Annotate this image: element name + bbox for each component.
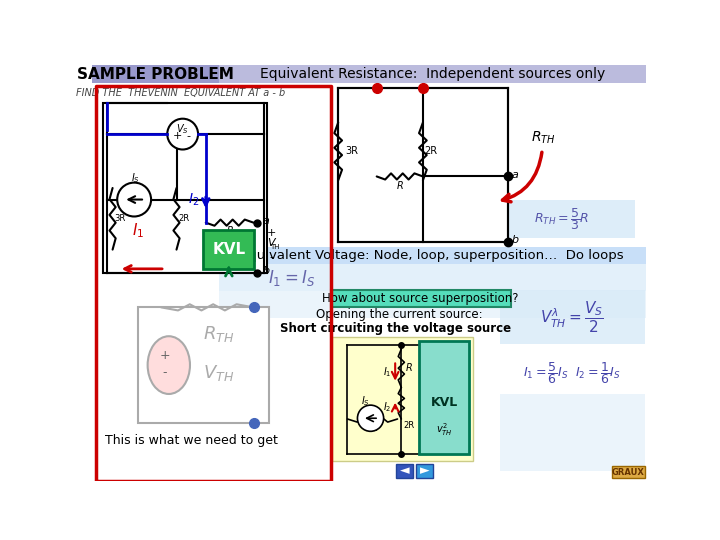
Bar: [396, 464, 413, 477]
Text: Equivalent Voltage: Node, loop, superposition…  Do loops: Equivalent Voltage: Node, loop, superpos…: [240, 249, 624, 262]
Text: How about source superposition?: How about source superposition?: [323, 292, 519, 306]
Bar: [219, 65, 647, 83]
Text: $I_S$: $I_S$: [131, 171, 140, 185]
Text: KVL: KVL: [431, 396, 458, 409]
Text: R: R: [405, 363, 413, 373]
Bar: [104, 103, 267, 273]
Text: R: R: [226, 226, 233, 236]
Text: $V^{\lambda}_{TH}=\dfrac{V_S}{2}$: $V^{\lambda}_{TH}=\dfrac{V_S}{2}$: [541, 300, 604, 335]
Bar: [419, 341, 469, 454]
Text: This is what we need to get: This is what we need to get: [105, 434, 279, 447]
Circle shape: [117, 183, 151, 217]
Bar: [92, 65, 219, 83]
Bar: [500, 200, 634, 238]
Text: -: -: [269, 251, 274, 264]
Text: $R_{TH}$: $R_{TH}$: [531, 130, 555, 146]
Text: a: a: [511, 170, 518, 180]
Bar: [219, 291, 647, 318]
Bar: [500, 291, 644, 345]
Text: FIND THE  THEVENIN  EQUIVALENT AT a - b: FIND THE THEVENIN EQUIVALENT AT a - b: [76, 88, 285, 98]
Text: KVL: KVL: [212, 242, 246, 257]
Text: $V_{TH}$: $V_{TH}$: [203, 363, 235, 383]
Text: $R_{TH}$: $R_{TH}$: [203, 325, 235, 345]
Text: $I_1$: $I_1$: [132, 221, 144, 240]
Text: $v^2_{TH}$: $v^2_{TH}$: [436, 421, 453, 438]
Text: $I_2$: $I_2$: [189, 191, 199, 208]
Bar: [219, 264, 647, 291]
Text: $I_1=I_S$: $I_1=I_S$: [269, 268, 315, 288]
Text: 2R: 2R: [424, 146, 437, 156]
Bar: [338, 88, 508, 242]
Bar: [330, 291, 511, 307]
Text: 3R: 3R: [346, 146, 359, 156]
Text: Equivalent Resistance:  Independent sources only: Equivalent Resistance: Independent sourc…: [259, 67, 605, 81]
Text: 3R: 3R: [366, 424, 378, 433]
Text: $I_1=\dfrac{5}{6}I_S\ \ I_2=\dfrac{1}{6}I_S$: $I_1=\dfrac{5}{6}I_S\ \ I_2=\dfrac{1}{6}…: [523, 360, 621, 386]
Text: $I_1$: $I_1$: [383, 365, 392, 379]
Text: $R_{TH}=\dfrac{5}{3}R$: $R_{TH}=\dfrac{5}{3}R$: [534, 206, 589, 232]
Bar: [612, 466, 644, 478]
Bar: [500, 394, 644, 429]
Text: R: R: [397, 181, 403, 191]
Text: $I_2$: $I_2$: [383, 401, 392, 414]
Bar: [204, 231, 253, 269]
Text: Short circuiting the voltage source: Short circuiting the voltage source: [280, 322, 511, 335]
Text: b: b: [511, 235, 518, 245]
Circle shape: [357, 405, 384, 431]
Bar: [219, 247, 647, 264]
Text: -: -: [186, 131, 190, 141]
Text: 2R: 2R: [403, 421, 415, 430]
Bar: [138, 307, 269, 423]
Text: a: a: [263, 216, 269, 226]
Text: -: -: [163, 366, 167, 379]
Text: SAMPLE PROBLEM: SAMPLE PROBLEM: [77, 66, 234, 82]
Text: GRAUX: GRAUX: [612, 468, 645, 477]
Text: V: V: [267, 239, 275, 248]
Text: 3R: 3R: [114, 214, 126, 224]
Bar: [332, 338, 473, 461]
Text: b: b: [263, 266, 270, 276]
Circle shape: [167, 119, 198, 150]
Text: +: +: [173, 131, 182, 141]
Bar: [500, 429, 644, 471]
Text: Opening the current source:: Opening the current source:: [317, 308, 483, 321]
Text: 2R: 2R: [179, 214, 190, 224]
Text: $V_S$: $V_S$: [176, 122, 188, 136]
Ellipse shape: [148, 336, 190, 394]
Text: ►: ►: [420, 464, 429, 477]
Bar: [416, 464, 433, 477]
Text: $I_S$: $I_S$: [361, 394, 369, 408]
Bar: [500, 352, 644, 394]
Bar: [107, 188, 190, 249]
Text: +: +: [266, 228, 276, 238]
Text: +: +: [160, 349, 170, 362]
Text: ◄: ◄: [400, 464, 409, 477]
Text: TH: TH: [270, 244, 280, 251]
